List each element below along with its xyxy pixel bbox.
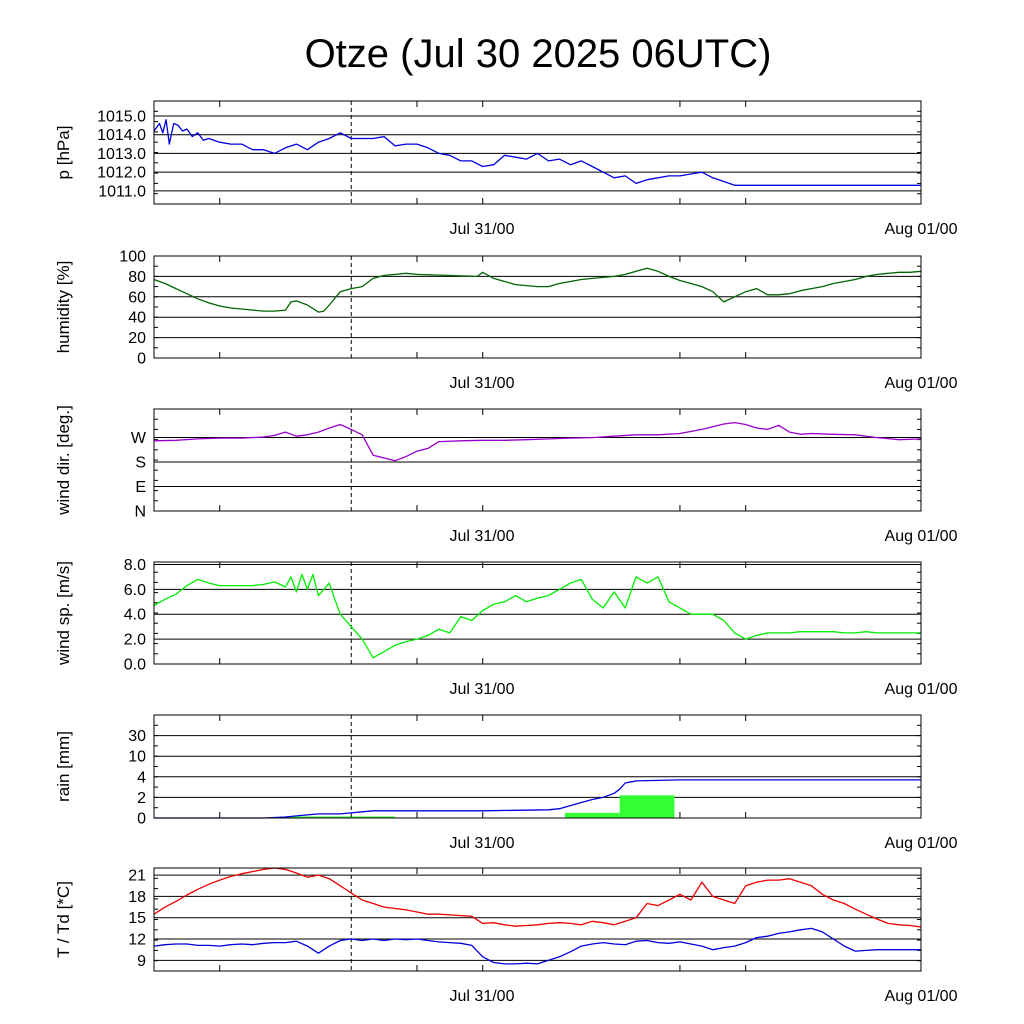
humidity-ytick-label: 100 bbox=[119, 249, 146, 266]
wind-speed-ytick-label: 4.0 bbox=[124, 607, 146, 624]
rain-xtick-label: Aug 01/00 bbox=[885, 835, 958, 852]
wind-direction-frame bbox=[153, 408, 922, 512]
humidity-ytick-label: 80 bbox=[128, 269, 146, 286]
temperature-panel: 9 12 15 18 21 T / Td [*C] Jul 31/00 Aug 01/00 bbox=[54, 867, 958, 1005]
wind-speed-ytick-label: 0.0 bbox=[124, 657, 146, 674]
pressure-axis-label: p [hPa] bbox=[54, 126, 73, 180]
pressure-frame bbox=[153, 100, 922, 205]
humidity-series-line bbox=[153, 267, 922, 313]
wind-speed-xtick-label: Jul 31/00 bbox=[450, 681, 515, 698]
humidity-ytick-label: 0 bbox=[137, 351, 146, 368]
rain-bar bbox=[619, 795, 675, 818]
wind-speed-ytick-label: 6.0 bbox=[124, 582, 146, 599]
wind-speed-frame bbox=[153, 561, 922, 665]
rain-axis-label: rain [mm] bbox=[54, 731, 73, 802]
temperature-ytick-label: 15 bbox=[128, 910, 146, 927]
temperature-ytick-label: 21 bbox=[128, 868, 146, 885]
rain-panel: 0 2 4 10 30 rain [mm] Jul 31/00 Aug 01/00 bbox=[54, 714, 958, 852]
pressure-series-line bbox=[153, 119, 921, 186]
temperature-series-line bbox=[153, 867, 922, 928]
pressure-xtick-label: Jul 31/00 bbox=[450, 221, 515, 238]
pressure-ytick-label: 1014.0 bbox=[97, 127, 146, 144]
rain-bar bbox=[564, 812, 620, 818]
rain-frame bbox=[153, 714, 922, 819]
wind-speed-series-line bbox=[153, 573, 921, 659]
rain-bar bbox=[285, 816, 396, 818]
humidity-panel: 0 20 40 60 80 100 humidity [%] Jul 31/00 Aug 01/… bbox=[54, 249, 958, 393]
wind-direction-xtick-label: Jul 31/00 bbox=[450, 528, 515, 545]
humidity-xtick-label: Aug 01/00 bbox=[885, 375, 958, 392]
wind-speed-xtick-label: Aug 01/00 bbox=[885, 681, 958, 698]
wind-speed-ytick-label: 8.0 bbox=[124, 557, 146, 574]
pressure-ytick-label: 1013.0 bbox=[97, 146, 146, 163]
pressure-xtick-label: Aug 01/00 bbox=[885, 221, 958, 238]
temperature-ytick-label: 9 bbox=[137, 953, 146, 970]
wind-speed-axis-label: wind sp. [m/s] bbox=[54, 561, 73, 666]
temperature-xtick-label: Jul 31/00 bbox=[450, 988, 515, 1005]
pressure-ytick-label: 1015.0 bbox=[97, 108, 146, 125]
rain-ytick-label: 10 bbox=[128, 749, 146, 766]
pressure-ytick-label: 1011.0 bbox=[98, 183, 146, 200]
temperature-axis-label: T / Td [*C] bbox=[54, 881, 73, 958]
rain-series-line bbox=[154, 779, 921, 819]
humidity-xtick-label: Jul 31/00 bbox=[450, 375, 515, 392]
wind-direction-series-line bbox=[153, 421, 922, 462]
wind-direction-ytick-label: S bbox=[135, 455, 146, 472]
rain-ytick-label: 4 bbox=[137, 769, 146, 786]
humidity-frame bbox=[153, 255, 922, 359]
humidity-ytick-label: 20 bbox=[128, 330, 146, 347]
chart-title: Otze (Jul 30 2025 06UTC) bbox=[305, 32, 772, 76]
wind-direction-ytick-label: W bbox=[131, 430, 147, 447]
temperature-ytick-label: 12 bbox=[128, 932, 146, 949]
wind-speed-ytick-label: 2.0 bbox=[124, 632, 146, 649]
wind-direction-xtick-label: Aug 01/00 bbox=[885, 528, 958, 545]
wind-direction-ytick-label: E bbox=[135, 479, 146, 496]
humidity-ytick-label: 40 bbox=[128, 310, 146, 327]
rain-ytick-label: 2 bbox=[137, 790, 146, 807]
rain-xtick-label: Jul 31/00 bbox=[450, 835, 515, 852]
rain-ytick-label: 30 bbox=[128, 728, 146, 745]
pressure-ytick-label: 1012.0 bbox=[97, 165, 146, 182]
humidity-axis-label: humidity [%] bbox=[54, 261, 73, 354]
temperature-series-line bbox=[153, 927, 921, 965]
humidity-ytick-label: 60 bbox=[128, 289, 146, 306]
temperature-xtick-label: Aug 01/00 bbox=[885, 988, 958, 1005]
temperature-ytick-label: 18 bbox=[128, 889, 146, 906]
wind-direction-ytick-label: N bbox=[134, 504, 146, 521]
wind-speed-panel: 0.0 2.0 4.0 6.0 8.0 wind sp. [m/s] Jul 31/00 Au… bbox=[54, 557, 958, 698]
temperature-frame bbox=[153, 867, 922, 972]
wind-direction-axis-label: wind dir. [deg.] bbox=[54, 405, 73, 516]
rain-ytick-label: 0 bbox=[137, 811, 146, 828]
